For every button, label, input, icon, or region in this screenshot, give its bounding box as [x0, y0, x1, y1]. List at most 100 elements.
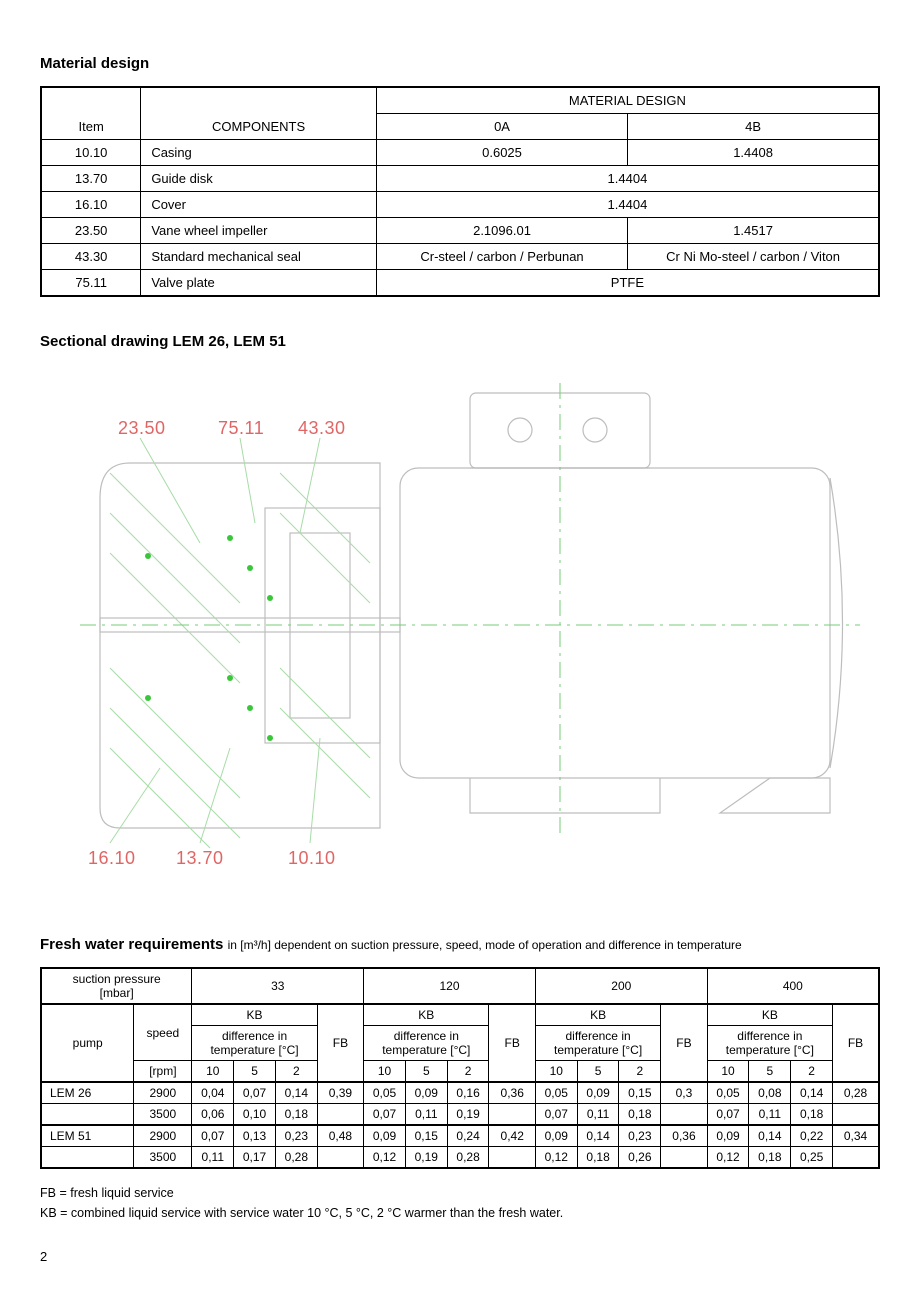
cell-kb: 0,09	[535, 1125, 577, 1147]
drawing-callout: 23.50	[118, 418, 166, 439]
cell-fb: 0,36	[661, 1125, 707, 1147]
cell-kb: 0,24	[447, 1125, 489, 1147]
hdr-fb: FB	[317, 1004, 363, 1082]
cell-kb: 0,09	[405, 1082, 447, 1104]
material-row: 13.70Guide disk1.4404	[41, 166, 879, 192]
cell-kb: 0,23	[619, 1125, 661, 1147]
cell-kb: 0,07	[364, 1104, 406, 1126]
cell-kb: 0,28	[447, 1147, 489, 1169]
drawing-svg	[40, 368, 880, 888]
cell-kb: 0,12	[364, 1147, 406, 1169]
material-table: MATERIAL DESIGN Item COMPONENTS 0A 4B 10…	[40, 86, 880, 297]
cell-kb: 0,14	[749, 1125, 791, 1147]
cell-kb: 0,19	[447, 1104, 489, 1126]
hdr-pump: pump	[41, 1004, 134, 1082]
material-row: 23.50Vane wheel impeller2.1096.011.4517	[41, 218, 879, 244]
col-components: COMPONENTS	[141, 114, 377, 140]
cell-kb: 0,04	[192, 1082, 234, 1104]
hdr-temp: 2	[791, 1061, 833, 1083]
cell-kb: 0,16	[447, 1082, 489, 1104]
hdr-diff: difference intemperature [°C]	[707, 1026, 832, 1061]
cell-material: 1.4404	[376, 192, 879, 218]
cell-kb: 0,26	[619, 1147, 661, 1169]
hdr-kb: KB	[192, 1004, 317, 1026]
cell-kb: 0,08	[749, 1082, 791, 1104]
hdr-temp: 10	[707, 1061, 749, 1083]
cell-item: 16.10	[41, 192, 141, 218]
hdr-fb: FB	[661, 1004, 707, 1082]
cell-material-a: Cr-steel / carbon / Perbunan	[376, 244, 627, 270]
fw-row: LEM 5129000,070,130,230,480,090,150,240,…	[41, 1125, 879, 1147]
hdr-pressure: 200	[535, 968, 707, 1004]
cell-kb: 0,07	[707, 1104, 749, 1126]
cell-fb: 0,36	[489, 1082, 535, 1104]
hdr-diff: difference intemperature [°C]	[192, 1026, 317, 1061]
cell-kb: 0,15	[405, 1125, 447, 1147]
sectional-heading: Sectional drawing LEM 26, LEM 51	[40, 333, 880, 350]
cell-kb: 0,19	[405, 1147, 447, 1169]
cell-component: Valve plate	[141, 270, 377, 297]
legend: FB = fresh liquid service KB = combined …	[40, 1183, 880, 1223]
cell-kb: 0,18	[577, 1147, 619, 1169]
hdr-temp: 2	[619, 1061, 661, 1083]
cell-speed: 2900	[134, 1082, 192, 1104]
cell-kb: 0,10	[234, 1104, 276, 1126]
hdr-suction: suction pressure[mbar]	[41, 968, 192, 1004]
cell-kb: 0,05	[707, 1082, 749, 1104]
material-row: 16.10Cover1.4404	[41, 192, 879, 218]
cell-kb: 0,14	[791, 1082, 833, 1104]
hdr-kb: KB	[707, 1004, 832, 1026]
hdr-temp: 10	[192, 1061, 234, 1083]
cell-pump: LEM 26	[41, 1082, 134, 1104]
cell-fb	[317, 1147, 363, 1169]
cell-fb: 0,42	[489, 1125, 535, 1147]
cell-fb: 0,39	[317, 1082, 363, 1104]
fresh-heading-sub: in [m³/h] dependent on suction pressure,…	[228, 938, 742, 952]
cell-item: 13.70	[41, 166, 141, 192]
cell-fb	[317, 1104, 363, 1126]
cell-fb: 0,3	[661, 1082, 707, 1104]
material-row: 10.10Casing0.60251.4408	[41, 140, 879, 166]
cell-kb: 0,11	[405, 1104, 447, 1126]
cell-material: 1.4404	[376, 166, 879, 192]
cell-kb: 0,14	[577, 1125, 619, 1147]
col-4b: 4B	[628, 114, 879, 140]
cell-component: Vane wheel impeller	[141, 218, 377, 244]
hdr-diff: difference intemperature [°C]	[364, 1026, 489, 1061]
cell-kb: 0,07	[192, 1125, 234, 1147]
cell-material-b: 1.4517	[628, 218, 879, 244]
col-0a: 0A	[376, 114, 627, 140]
material-heading: Material design	[40, 55, 880, 72]
cell-speed: 2900	[134, 1125, 192, 1147]
cell-speed: 3500	[134, 1104, 192, 1126]
cell-speed: 3500	[134, 1147, 192, 1169]
cell-kb: 0,07	[234, 1082, 276, 1104]
cell-fb	[661, 1104, 707, 1126]
cell-kb: 0,05	[535, 1082, 577, 1104]
hdr-pressure: 33	[192, 968, 364, 1004]
hdr-temp: 10	[364, 1061, 406, 1083]
hdr-speed: speed	[134, 1004, 192, 1061]
cell-kb: 0,09	[577, 1082, 619, 1104]
cell-item: 75.11	[41, 270, 141, 297]
fresh-heading: Fresh water requirements in [m³/h] depen…	[40, 936, 880, 953]
cell-kb: 0,13	[234, 1125, 276, 1147]
cell-pump	[41, 1147, 134, 1169]
cell-item: 43.30	[41, 244, 141, 270]
hdr-speed-unit: [rpm]	[134, 1061, 192, 1083]
cell-kb: 0,14	[275, 1082, 317, 1104]
fw-row: 35000,060,100,180,070,110,190,070,110,18…	[41, 1104, 879, 1126]
fw-row: 35000,110,170,280,120,190,280,120,180,26…	[41, 1147, 879, 1169]
fw-row: LEM 2629000,040,070,140,390,050,090,160,…	[41, 1082, 879, 1104]
cell-kb: 0,06	[192, 1104, 234, 1126]
sectional-drawing: 23.5075.1143.3016.1013.7010.10	[40, 368, 880, 888]
cell-item: 10.10	[41, 140, 141, 166]
cell-kb: 0,05	[364, 1082, 406, 1104]
legend-kb: KB = combined liquid service with servic…	[40, 1203, 880, 1223]
material-row: 43.30Standard mechanical sealCr-steel / …	[41, 244, 879, 270]
cell-component: Guide disk	[141, 166, 377, 192]
cell-material-a: 2.1096.01	[376, 218, 627, 244]
hdr-kb: KB	[364, 1004, 489, 1026]
cell-kb: 0,18	[275, 1104, 317, 1126]
col-item: Item	[41, 114, 141, 140]
